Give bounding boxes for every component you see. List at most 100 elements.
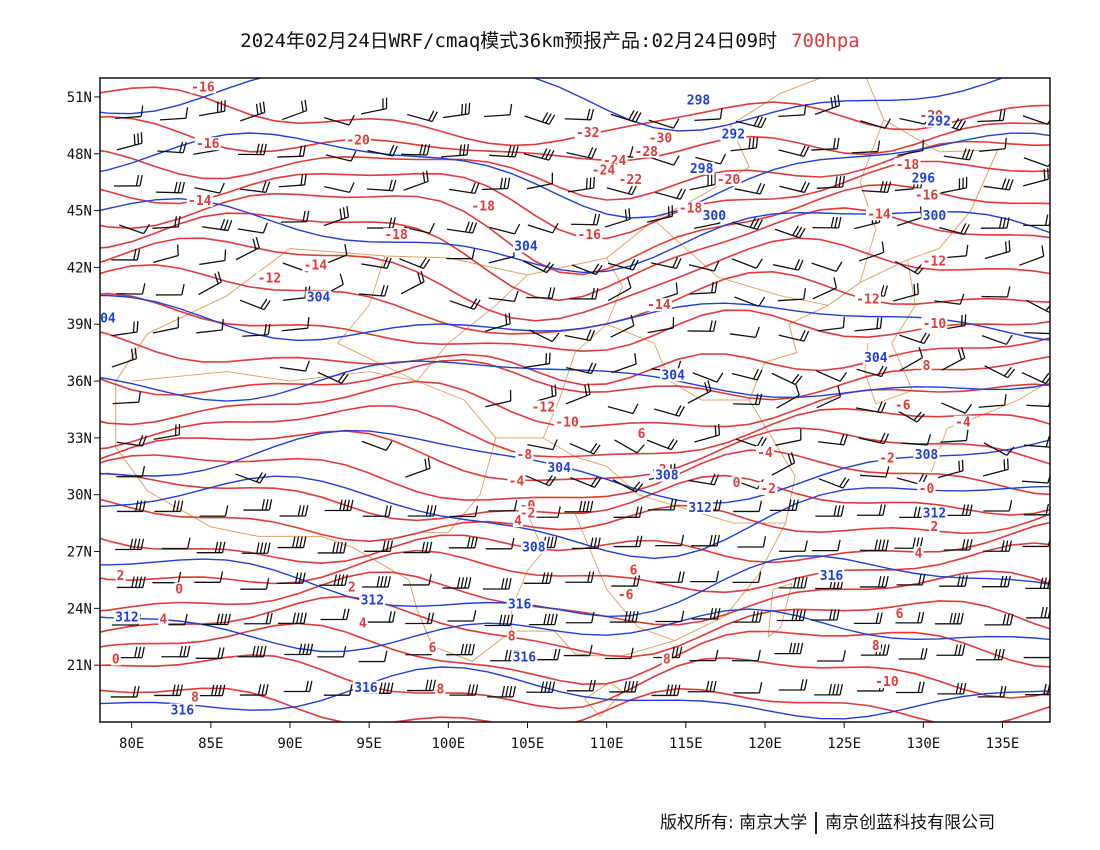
wind-barb — [277, 145, 306, 158]
wind-barb — [899, 332, 931, 345]
wind-barb — [611, 575, 641, 587]
wind-barb — [567, 176, 595, 193]
wind-barb — [280, 210, 310, 223]
temperature-label-bg — [435, 682, 446, 696]
wind-barb — [811, 539, 841, 552]
wind-barb — [732, 649, 761, 662]
wind-barb — [324, 182, 355, 194]
wind-barb — [778, 145, 810, 158]
wind-barb — [613, 506, 643, 518]
wind-barb — [488, 290, 519, 303]
wind-barb — [281, 317, 310, 332]
wind-barb — [239, 298, 271, 311]
wind-barb — [323, 684, 353, 696]
wind-barb — [689, 173, 716, 191]
height-label: 04 — [100, 311, 116, 326]
temperature-contour-line — [100, 472, 1050, 522]
wind-barb — [981, 286, 1011, 298]
wind-barb — [689, 649, 719, 662]
footer-company: 南京创蓝科技有限公司 — [825, 813, 996, 833]
height-label-bg — [169, 703, 196, 717]
temperature-label-bg — [357, 616, 368, 630]
wind-barb — [655, 610, 685, 623]
wind-barb — [943, 539, 973, 551]
temperature-label: 2 — [348, 580, 356, 595]
wind-barb — [527, 222, 559, 234]
wind-barb — [154, 500, 184, 513]
wind-barb — [487, 685, 516, 698]
wind-barb — [241, 542, 271, 554]
wind-barb — [199, 100, 226, 117]
wind-barb — [940, 429, 969, 443]
wind-barb — [860, 118, 892, 129]
temperature-label: 4 — [514, 514, 522, 529]
wind-barb — [523, 148, 555, 161]
temperature-label: -14 — [188, 194, 212, 209]
temperature-label: -4 — [955, 416, 971, 431]
temperature-label: -30 — [649, 132, 673, 147]
temperature-label: -12 — [258, 272, 281, 287]
wind-barb — [526, 681, 556, 693]
temperature-label-bg — [383, 228, 410, 242]
temperature-label: -2 — [520, 507, 536, 522]
temperature-contour-line — [100, 292, 1050, 353]
temperature-label: -2 — [760, 482, 776, 497]
wind-barb — [778, 679, 808, 691]
height-label-bg — [701, 209, 728, 223]
wind-barb — [934, 293, 965, 305]
temperature-label-bg — [731, 476, 742, 490]
wind-barb — [687, 380, 712, 404]
height-label: 312 — [115, 611, 138, 626]
wind-barb — [278, 173, 307, 188]
wind-barb — [692, 372, 724, 383]
wind-barb — [694, 107, 723, 121]
temperature-contour-line — [100, 183, 1050, 276]
height-label: 308 — [522, 541, 546, 556]
temperature-contour-line — [100, 405, 1050, 458]
wind-barb — [240, 578, 270, 590]
temperature-label-bg — [759, 481, 778, 495]
wind-barb — [152, 215, 181, 229]
y-tick-label: 24N — [67, 601, 92, 617]
height-contour-line — [100, 78, 1005, 132]
wind-barb — [981, 334, 1013, 346]
wind-barb — [565, 571, 595, 583]
temperature-label-bg — [677, 201, 704, 215]
temperature-label-bg — [530, 400, 557, 414]
wind-barb — [196, 541, 226, 554]
temperature-label-bg — [929, 519, 940, 533]
wind-barb — [1023, 168, 1049, 187]
wind-barb — [612, 479, 644, 493]
height-label-bg — [687, 500, 714, 514]
wind-barb — [161, 645, 191, 658]
wind-barb — [324, 499, 354, 512]
temperature-label-bg — [115, 569, 126, 583]
height-label: 316 — [820, 569, 844, 584]
temperature-label-bg — [256, 271, 283, 285]
wind-barb — [157, 141, 187, 154]
height-label: 308 — [915, 448, 939, 463]
height-label: 296 — [912, 171, 936, 186]
wind-barb — [527, 439, 558, 451]
wind-barb — [688, 260, 720, 272]
temperature-label: 8 — [191, 690, 199, 705]
wind-barb — [283, 680, 313, 693]
wind-barb — [441, 143, 470, 158]
wind-barb — [199, 505, 229, 517]
temperature-label: 8 — [508, 630, 516, 645]
temperature-label: -16 — [191, 80, 215, 95]
height-label-bg — [511, 650, 538, 664]
x-tick-label: 80E — [119, 736, 144, 752]
wind-barb — [446, 247, 476, 260]
wind-barb — [898, 648, 928, 660]
temperature-label: -14 — [647, 298, 671, 313]
temperature-label: 8 — [923, 359, 931, 374]
height-label: 292 — [722, 128, 745, 143]
wind-barb — [449, 182, 480, 195]
height-label: 304 — [661, 368, 685, 383]
wind-barb — [116, 434, 147, 447]
temperature-label: -8 — [517, 448, 533, 463]
wind-barb — [651, 684, 681, 697]
wind-barb — [199, 249, 227, 266]
height-label: 304 — [307, 291, 331, 306]
